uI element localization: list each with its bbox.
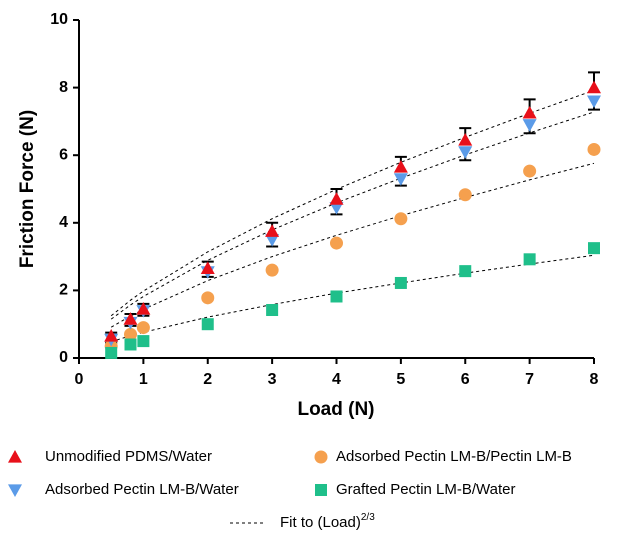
- point: [458, 132, 473, 146]
- legend-marker: [8, 450, 22, 463]
- point: [587, 80, 601, 94]
- point: [200, 261, 215, 275]
- point: [458, 146, 473, 159]
- legend-label: Unmodified PDMS/Water: [45, 448, 212, 465]
- point: [587, 142, 601, 156]
- x-tick-label: 1: [139, 371, 148, 388]
- point: [136, 321, 150, 335]
- point: [523, 253, 536, 266]
- x-tick-label: 3: [268, 371, 277, 388]
- legend-label: Adsorbed Pectin LM-B/Pectin LM-B: [336, 448, 572, 465]
- y-tick-label: 10: [50, 11, 68, 28]
- x-tick-label: 8: [590, 371, 599, 388]
- x-tick-label: 0: [75, 371, 84, 388]
- point: [201, 318, 214, 331]
- legend-marker: [315, 484, 327, 496]
- point: [104, 329, 119, 342]
- fit-legend-sup: 2/3: [361, 512, 375, 523]
- point: [394, 212, 408, 226]
- point: [458, 188, 472, 202]
- y-tick-label: 2: [59, 282, 68, 299]
- fit-legend-label: Fit to (Load)2/3: [280, 512, 375, 531]
- x-tick-label: 7: [525, 371, 534, 388]
- point: [523, 164, 537, 178]
- point: [393, 173, 408, 186]
- point: [394, 276, 407, 289]
- point: [123, 312, 138, 325]
- point: [265, 224, 280, 237]
- y-tick-label: 8: [59, 79, 68, 96]
- point: [124, 338, 137, 351]
- fit-line: [111, 254, 595, 343]
- legend-marker: [314, 450, 328, 464]
- y-tick-label: 4: [59, 214, 68, 231]
- point: [393, 160, 408, 173]
- point: [105, 346, 118, 359]
- point: [124, 327, 137, 341]
- y-tick-label: 0: [59, 349, 68, 366]
- point: [330, 236, 343, 250]
- x-axis-title: Load (N): [297, 399, 374, 420]
- point: [329, 192, 344, 205]
- fit-line: [110, 111, 595, 320]
- point: [587, 95, 601, 109]
- x-tick-label: 5: [396, 371, 405, 388]
- x-tick-label: 2: [203, 371, 212, 388]
- point: [201, 291, 215, 305]
- point: [330, 290, 343, 303]
- point: [137, 335, 150, 348]
- x-tick-label: 6: [461, 371, 470, 388]
- point: [588, 242, 600, 255]
- point: [329, 201, 344, 215]
- point: [136, 301, 151, 315]
- point: [266, 304, 279, 317]
- legend-marker: [8, 484, 22, 497]
- y-axis-title: Friction Force (N): [17, 110, 38, 268]
- point: [265, 263, 279, 277]
- point: [265, 234, 280, 247]
- point: [459, 265, 472, 278]
- point: [522, 105, 537, 119]
- fit-line: [110, 162, 595, 328]
- legend-label: Adsorbed Pectin LM-B/Water: [45, 481, 239, 498]
- point: [522, 119, 537, 132]
- fit-legend-text: Fit to (Load): [280, 514, 361, 531]
- fit-line: [110, 89, 595, 317]
- y-tick-label: 6: [59, 146, 68, 163]
- x-tick-label: 4: [332, 371, 341, 388]
- legend-label: Grafted Pectin LM-B/Water: [336, 481, 516, 498]
